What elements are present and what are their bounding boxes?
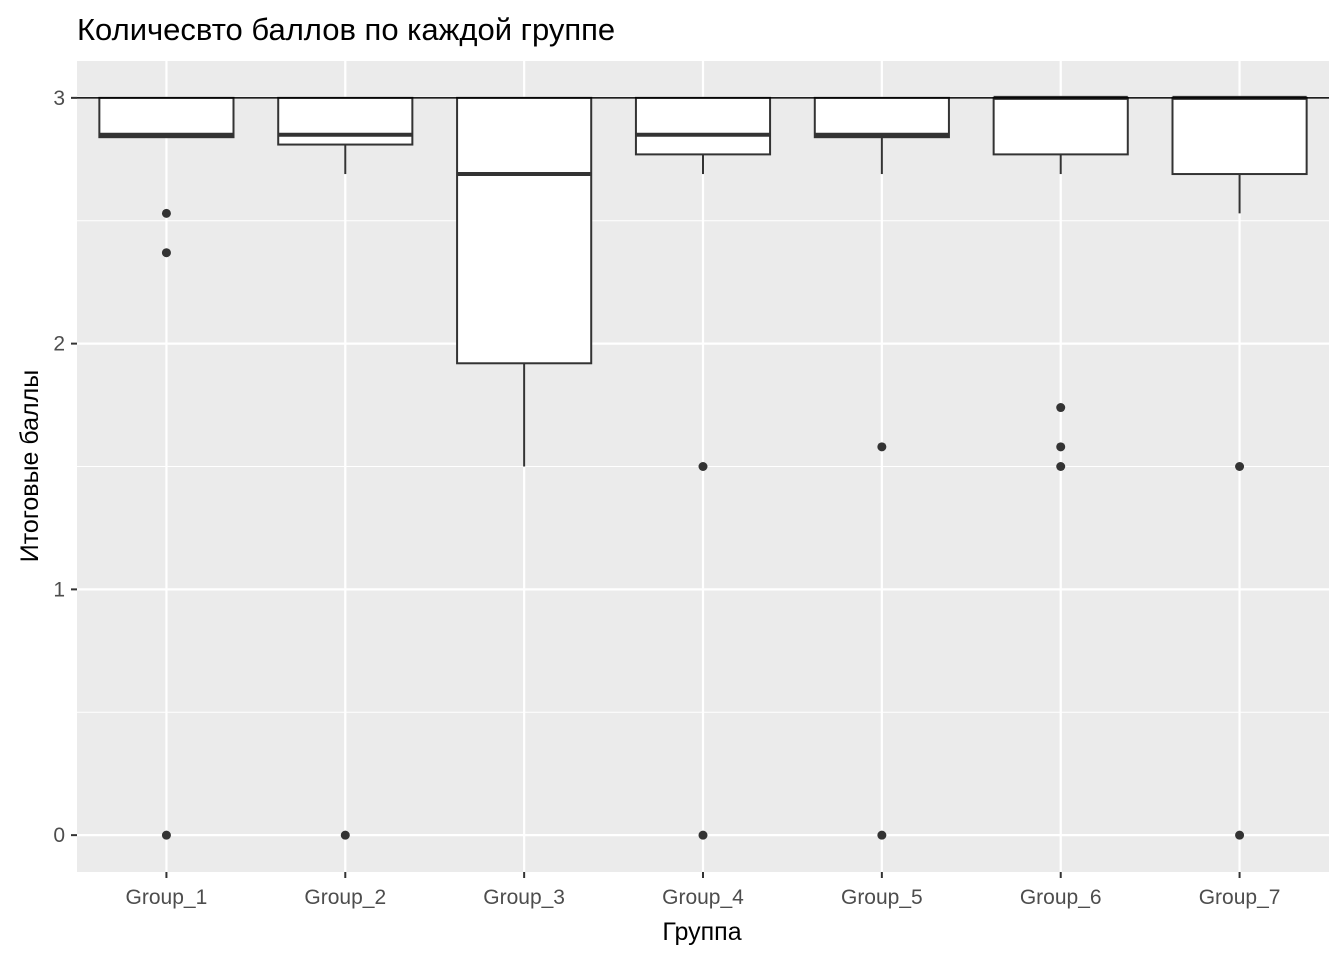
outlier-point xyxy=(1056,442,1066,452)
y-axis-title: Итоговые баллы xyxy=(16,370,44,562)
box-body xyxy=(634,96,772,156)
box-body xyxy=(992,96,1129,156)
box-body xyxy=(1171,96,1308,176)
box-Group_2 xyxy=(277,96,414,840)
outlier-point xyxy=(340,830,350,840)
x-tick-label: Group_5 xyxy=(841,886,923,909)
box-body xyxy=(456,96,593,365)
outlier-point xyxy=(1056,403,1066,413)
x-tick-label: Group_7 xyxy=(1199,886,1281,909)
y-tick-label: 3 xyxy=(53,87,65,110)
outlier-point xyxy=(161,208,171,218)
y-tick-label: 2 xyxy=(53,333,65,356)
outlier-point xyxy=(1235,830,1245,840)
box-Group_4 xyxy=(634,96,772,840)
x-tick-label: Group_1 xyxy=(126,886,208,909)
box-Group_6 xyxy=(992,95,1129,471)
y-tick-label: 1 xyxy=(53,578,65,601)
box-body xyxy=(277,96,414,146)
box-Group_3 xyxy=(456,96,593,467)
x-tick-label: Group_4 xyxy=(662,886,744,909)
x-axis-title: Группа xyxy=(662,918,741,946)
outlier-point xyxy=(161,830,171,840)
y-axis: 0 1 2 3 xyxy=(53,87,77,847)
outlier-point xyxy=(877,830,887,840)
x-tick-label: Group_3 xyxy=(483,886,565,909)
outlier-point xyxy=(877,442,887,452)
box-body xyxy=(98,96,235,139)
outlier-point xyxy=(161,248,171,258)
outlier-point xyxy=(698,462,708,471)
boxes-layer xyxy=(98,95,1308,840)
x-axis: Group_1 Group_2 Group_3 Group_4 Group_5 Group… xyxy=(126,872,1281,909)
box-body xyxy=(813,96,950,139)
outlier-point xyxy=(1235,462,1245,471)
chart-title: Количесвто баллов по каждой группе xyxy=(77,12,615,47)
box-Group_1 xyxy=(98,96,235,840)
outlier-point xyxy=(698,830,708,840)
outlier-point xyxy=(1056,462,1066,471)
x-tick-label: Group_6 xyxy=(1020,886,1102,909)
y-tick-label: 0 xyxy=(53,824,65,847)
x-tick-label: Group_2 xyxy=(304,886,386,909)
